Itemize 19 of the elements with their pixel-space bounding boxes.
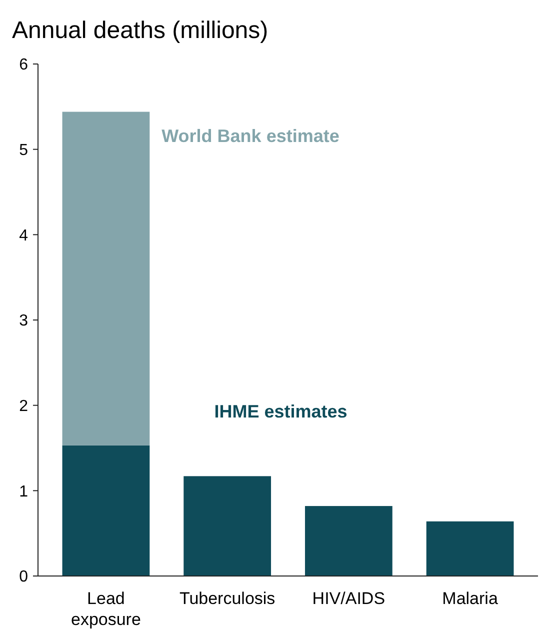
y-tick-label: 0: [19, 568, 28, 586]
y-tick-label: 4: [19, 227, 28, 244]
y-tick-label: 6: [19, 56, 28, 74]
y-tick-label: 5: [19, 142, 28, 159]
y-tick-label: 2: [19, 398, 28, 415]
y-tick-label: 1: [19, 483, 28, 500]
bar: [184, 476, 272, 576]
bar: [62, 112, 150, 446]
bar: [62, 445, 150, 576]
series-label: World Bank estimate: [162, 126, 340, 146]
chart-title: Annual deaths (millions): [12, 17, 268, 44]
bar: [304, 506, 392, 576]
y-tick-label: 3: [19, 312, 28, 330]
x-tick-label: Lead exposure: [70, 589, 141, 629]
text: IHME estimates: [214, 401, 348, 422]
x-tick-label: Malaria: [442, 589, 498, 608]
bar: [426, 521, 514, 576]
x-tick-label: Tuberculosis: [179, 589, 276, 608]
x-tick-label: HIV/AIDS: [312, 589, 386, 608]
